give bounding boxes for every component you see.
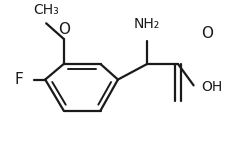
Text: NH₂: NH₂ (134, 17, 160, 31)
Text: CH₃: CH₃ (33, 3, 59, 17)
Text: O: O (201, 26, 213, 41)
Text: F: F (14, 72, 23, 87)
Text: O: O (58, 22, 70, 37)
Text: OH: OH (201, 80, 223, 94)
